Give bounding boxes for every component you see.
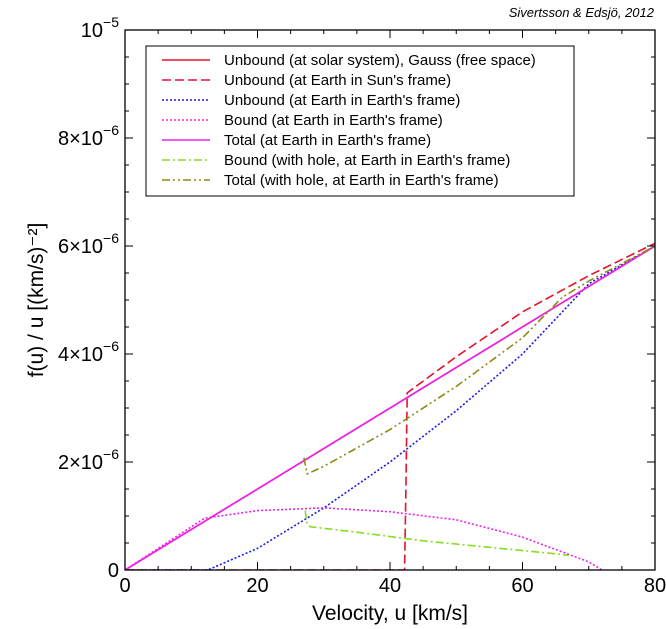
series-line-4 <box>125 245 655 570</box>
credit-text: Sivertsson & Edsjö, 2012 <box>509 5 655 20</box>
legend-label: Total (at Earth in Earth's frame) <box>224 132 431 149</box>
legend-label: Unbound (at Earth in Sun's frame) <box>224 72 451 89</box>
series-layer <box>125 242 655 570</box>
legend-box <box>145 45 575 197</box>
x-tick-label: 40 <box>379 575 401 597</box>
y-tick-label: 6×10−6 <box>58 230 119 258</box>
legend: Unbound (at solar system), Gauss (free s… <box>145 45 575 197</box>
y-tick-label: 10−5 <box>81 14 119 42</box>
series-line-6 <box>303 245 655 476</box>
x-tick-label: 20 <box>246 575 268 597</box>
x-axis-label: Velocity, u [km/s] <box>312 602 468 625</box>
x-tick-label: 0 <box>119 575 130 597</box>
legend-label: Bound (with hole, at Earth in Earth's fr… <box>224 152 510 169</box>
y-axis-label: f(u) / u [(km/s)⁻²] <box>25 223 48 378</box>
y-tick-label: 0 <box>108 560 119 582</box>
series-line-1 <box>125 242 655 570</box>
ticks-layer: 0 20 40 60 80 0 2×10−6 4×10−6 6×10−6 8×10−6 10−5 <box>58 14 666 597</box>
legend-label: Unbound (at Earth in Earth's frame) <box>224 92 460 109</box>
y-tick-label: 8×10−6 <box>58 122 119 150</box>
legend-label: Bound (at Earth in Earth's frame) <box>224 112 443 129</box>
legend-label: Unbound (at solar system), Gauss (free s… <box>224 52 536 69</box>
x-tick-label: 80 <box>644 575 666 597</box>
series-line-5 <box>304 510 569 557</box>
x-tick-label: 60 <box>511 575 533 597</box>
legend-label: Total (with hole, at Earth in Earth's fr… <box>224 172 499 189</box>
series-line-3 <box>125 507 603 570</box>
y-tick-label: 4×10−6 <box>58 338 119 366</box>
series-line-2 <box>125 245 655 570</box>
y-tick-label: 2×10−6 <box>58 446 119 474</box>
